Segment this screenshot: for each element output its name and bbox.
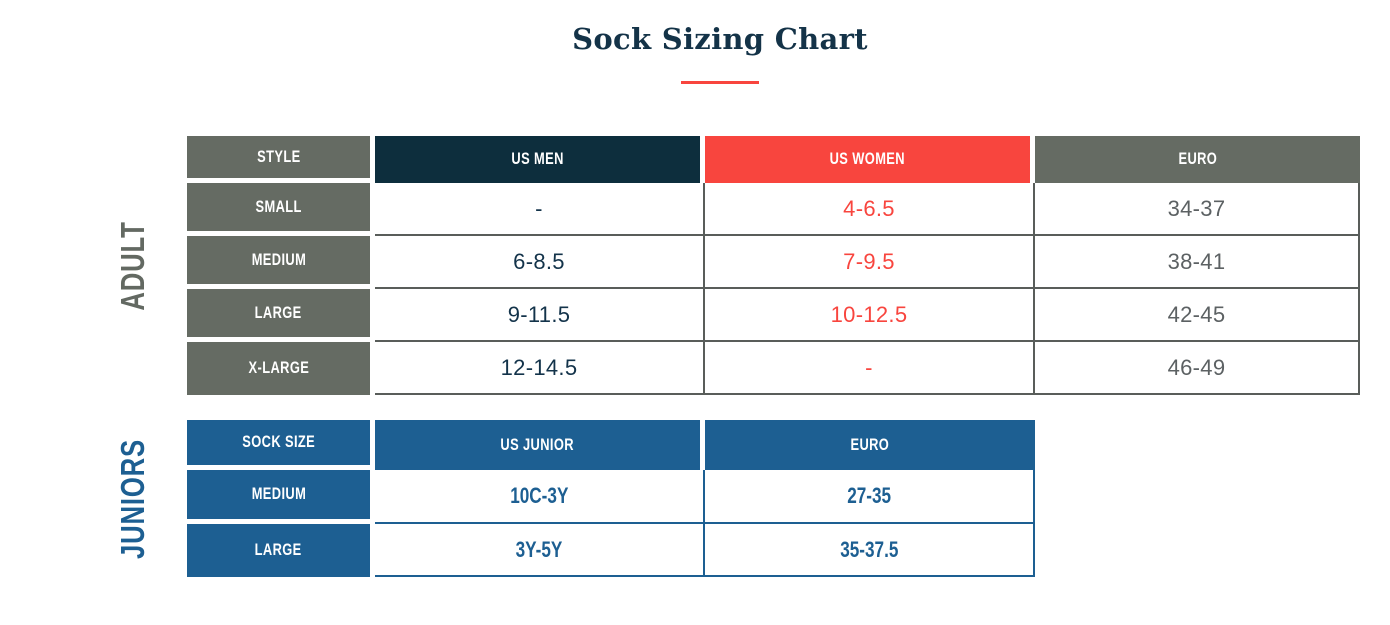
- adult-cell-x-large-us-women: -: [705, 342, 1035, 395]
- juniors-row-label-medium: MEDIUM: [187, 470, 375, 524]
- adult-header-us-women: US WOMEN: [705, 136, 1035, 183]
- adult-row-label-medium: MEDIUM: [187, 236, 375, 289]
- juniors-cell-medium-us-junior: 10C-3Y: [375, 470, 705, 524]
- adult-cell-large-us-men: 9-11.5: [375, 289, 705, 342]
- adult-row-label-small: SMALL: [187, 183, 375, 236]
- adult-cell-medium-euro: 38-41: [1035, 236, 1360, 289]
- juniors-header-sock-size: SOCK SIZE: [187, 420, 375, 470]
- adult-cell-small-us-men: -: [375, 183, 705, 236]
- adult-cell-medium-us-men: 6-8.5: [375, 236, 705, 289]
- title-divider: [681, 81, 759, 84]
- juniors-cell-large-euro: 35-37.5: [705, 524, 1035, 577]
- juniors-section-label-text: JUNIORS: [114, 438, 151, 559]
- adult-row-label-x-large: X-LARGE: [187, 342, 375, 395]
- adult-header-euro: EURO: [1035, 136, 1360, 183]
- sock-sizing-chart-page: Sock Sizing Chart ADULT STYLE US MEN US …: [0, 0, 1390, 577]
- adult-cell-x-large-us-men: 12-14.5: [375, 342, 705, 395]
- adult-cell-x-large-euro: 46-49: [1035, 342, 1360, 395]
- juniors-section-label: JUNIORS: [0, 420, 187, 577]
- page-header: Sock Sizing Chart: [50, 0, 1390, 84]
- adult-cell-large-euro: 42-45: [1035, 289, 1360, 342]
- juniors-section: JUNIORS SOCK SIZE US JUNIOR EURO MEDIUM …: [0, 420, 1390, 577]
- juniors-header-us-junior: US JUNIOR: [375, 420, 705, 470]
- adult-section-label: ADULT: [0, 136, 187, 395]
- juniors-cell-large-us-junior: 3Y-5Y: [375, 524, 705, 577]
- adult-section-label-text: ADULT: [114, 220, 151, 311]
- adult-section: ADULT STYLE US MEN US WOMEN EURO SMALL -…: [0, 136, 1390, 395]
- adult-row-label-large: LARGE: [187, 289, 375, 342]
- adult-cell-small-us-women: 4-6.5: [705, 183, 1035, 236]
- juniors-table: SOCK SIZE US JUNIOR EURO MEDIUM 10C-3Y 2…: [187, 420, 1035, 577]
- adult-header-us-men: US MEN: [375, 136, 705, 183]
- page-title: Sock Sizing Chart: [572, 22, 868, 56]
- adult-cell-small-euro: 34-37: [1035, 183, 1360, 236]
- adult-header-style: STYLE: [187, 136, 375, 183]
- juniors-row-label-large: LARGE: [187, 524, 375, 577]
- adult-cell-large-us-women: 10-12.5: [705, 289, 1035, 342]
- adult-table: STYLE US MEN US WOMEN EURO SMALL - 4-6.5…: [187, 136, 1360, 395]
- adult-cell-medium-us-women: 7-9.5: [705, 236, 1035, 289]
- juniors-cell-medium-euro: 27-35: [705, 470, 1035, 524]
- juniors-header-euro: EURO: [705, 420, 1035, 470]
